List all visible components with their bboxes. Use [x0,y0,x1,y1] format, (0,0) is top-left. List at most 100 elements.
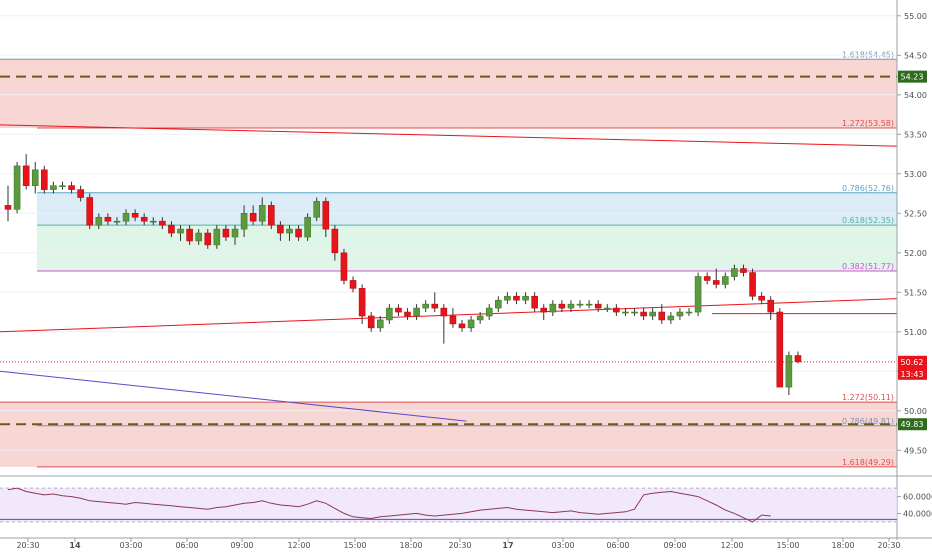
level-badge-label: 49.83 [901,420,924,429]
x-tick-label: 20:30 [16,541,39,550]
candle-bear [531,295,538,309]
candle-bull [304,216,311,238]
candle-bear [703,276,711,281]
trendline [0,298,898,333]
candle-bull [113,220,121,223]
x-tick-label: 17 [502,541,513,550]
trendline [0,370,467,422]
fib-level-label: 1.272(53.58) [842,119,894,128]
candle-bull [313,201,321,218]
fib-zone-fill [37,225,897,271]
candle-bear [340,252,348,281]
candle-bull [13,165,21,210]
dashed-levels: 54.23 49.83 [0,70,927,431]
x-tick-label: 12:00 [287,541,310,550]
level-badge-label: 54.23 [901,73,924,82]
fib-level-label: 0.618(52.35) [842,216,894,225]
rsi-line [7,487,771,523]
candle-bull [676,311,684,317]
candle-bear [358,288,366,317]
candle-bull [522,295,529,301]
candle-bull [240,213,248,230]
candle-bull [731,268,738,277]
level-badge [898,70,927,83]
candle-bull [622,311,629,314]
candle-bull [376,319,384,329]
y-tick-label: 54.50 [904,51,927,60]
candle-bear [794,355,802,363]
x-tick-label: 15:00 [343,541,366,550]
candle-bear [440,307,448,317]
y-tick-label: 53.00 [904,170,927,179]
x-tick-label: 12:00 [720,541,743,550]
candle-bull [231,228,239,238]
candle-bear [159,220,166,226]
x-tick-label: 03:00 [119,541,142,550]
candle-bear [712,280,720,285]
candle-bear [395,307,402,313]
y-tick-label: 54.00 [904,91,927,100]
x-tick-label: 18:00 [831,541,854,550]
candle-bear [22,165,30,186]
y-tick-label: 52.50 [904,209,927,218]
candle-bull [631,311,638,314]
candle-bear [749,272,756,297]
trendline [0,124,898,147]
candle-bull [567,303,575,309]
x-tick-label: 06:00 [175,541,198,550]
candle-bear [277,224,284,234]
candle-bear [86,197,94,226]
candle-bear [431,303,439,309]
candle-bear [740,268,747,273]
candle-bear [558,303,566,309]
rsi-tick-label: 60.0000 [903,493,932,502]
trendlines [0,124,898,422]
candle-bear [168,224,175,234]
candle-bear [186,228,193,242]
x-axis: 20:30 14 03:00 06:00 09:00 12:00 15:00 18:00 20:… [16,538,901,550]
x-tick-label: 20:30 [877,541,900,550]
candle-bull [576,303,584,306]
candle-bear [658,311,666,321]
fib-level-label: 1.272(50.11) [842,393,894,402]
x-tick-label: 03:00 [551,541,574,550]
x-tick-label: 20:30 [448,541,471,550]
candle-bear [331,228,339,254]
candle-bull [667,315,675,321]
candle-bull [476,315,484,321]
current-price-badge [898,355,927,380]
candle-bear [613,307,620,313]
y-tick-label: 52.00 [904,249,927,258]
candle-bear [767,299,775,313]
candle-bear [222,228,230,238]
candle-bear [513,295,520,301]
candle-bear [322,201,330,230]
y-tick-label: 51.50 [904,288,927,297]
candle-bull [213,228,221,246]
candle-bull [722,276,729,285]
candle-bull [149,220,157,223]
fib-level-label: 1.618(54.45) [842,50,894,59]
candle-bear [594,303,602,309]
candle-bull [485,307,493,317]
current-price-label: 50.62 [901,358,924,367]
rsi-panel: 60.0000 40.0000 [0,487,932,523]
x-tick-label: 06:00 [606,541,629,550]
candle-bull [467,319,475,329]
countdown-label: 13:43 [900,370,923,379]
candle-bull [649,311,656,317]
candle-bull [685,311,693,314]
candle-bear [77,189,84,198]
candle-bear [249,213,257,222]
candle-bull [785,355,793,388]
candle-bear [204,232,212,246]
x-tick-label: 15:00 [776,541,799,550]
candle-bear [776,311,784,388]
candle-bear [540,307,548,313]
candle-bull [59,185,66,187]
y-tick-label: 51.00 [904,328,927,337]
x-tick-label: 09:00 [663,541,686,550]
candle-bull [549,303,557,313]
candle-bear [4,205,12,210]
